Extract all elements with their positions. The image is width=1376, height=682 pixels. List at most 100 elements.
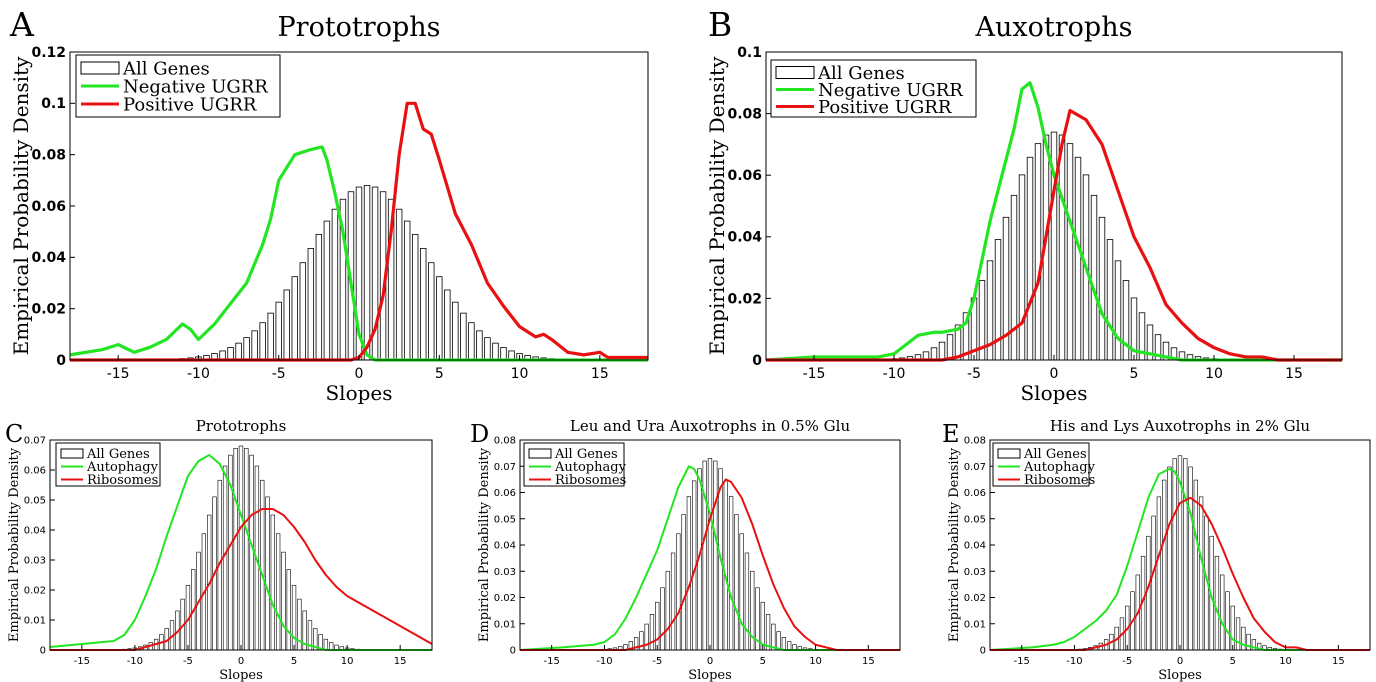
histogram-bar	[452, 301, 459, 361]
panel-d: D Leu and Ura Auxotrophs in 0.5% Glu -15 -1…	[470, 417, 901, 682]
legend-label: Negative UGRR	[123, 76, 268, 97]
y-tick-label: 0.04	[494, 541, 516, 552]
histogram-bar	[649, 614, 655, 651]
histogram-bar	[500, 347, 507, 361]
histogram-bar	[1090, 194, 1098, 361]
x-tick-label: 5	[291, 656, 297, 667]
histogram-bar	[251, 330, 258, 361]
histogram-bar	[286, 569, 291, 651]
histogram-bar	[238, 445, 244, 651]
x-tick-label: -10	[127, 656, 143, 667]
histogram-bar	[1026, 156, 1034, 361]
histogram-bar	[670, 552, 676, 651]
panel-title: Leu and Ura Auxotrophs in 0.5% Glu	[570, 417, 851, 435]
panel-e: E His and Lys Auxotrophs in 2% Glu -15 -10 -…	[942, 417, 1371, 682]
series-line-autophagy	[519, 465, 900, 651]
y-tick-label: 0.02	[494, 593, 516, 604]
histogram-bar	[249, 454, 254, 651]
panel-title: His and Lys Auxotrophs in 2% Glu	[1050, 417, 1310, 435]
x-tick-label: 10	[1279, 656, 1292, 667]
y-axis-label: Empirical Probability Density	[7, 447, 22, 642]
series-line-ribosomes	[50, 508, 433, 651]
histogram-bar	[444, 289, 451, 361]
histogram-bar	[411, 233, 419, 361]
histogram-bar	[707, 458, 713, 651]
histogram-bar	[644, 623, 649, 651]
histogram-bar	[938, 341, 946, 361]
histogram-bar	[1241, 626, 1246, 651]
panel-b: B Auxotrophs -15 -10 -5 0 5 10 15 0 0.02 0.04 0.06 0.…	[705, 5, 1343, 405]
y-tick-label: 0.07	[494, 462, 516, 473]
histogram-bar	[723, 480, 728, 651]
histogram-bar	[739, 533, 744, 651]
histogram-bar	[734, 514, 739, 651]
histogram-bar	[227, 347, 234, 361]
y-tick-label: 0.05	[964, 514, 986, 525]
legend-label: Ribosomes	[1024, 473, 1095, 488]
y-tick-label: 0	[40, 646, 46, 657]
legend-label: All Genes	[817, 63, 905, 84]
histogram-bar	[243, 337, 250, 361]
y-tick-label: 0.01	[964, 619, 986, 630]
histogram-bar	[436, 276, 443, 361]
histogram-bar	[1188, 466, 1193, 651]
x-tick-label: -15	[107, 366, 130, 382]
histogram-bar	[275, 301, 282, 361]
x-tick-label: 5	[760, 656, 766, 667]
x-tick-label: 5	[1230, 656, 1236, 667]
y-tick-label: 0.04	[31, 250, 66, 266]
y-tick-label: 0	[980, 646, 986, 657]
histogram-bar	[660, 587, 665, 651]
histogram-bar	[476, 330, 483, 361]
y-tick-label: 0.02	[31, 302, 66, 318]
legend-label: All Genes	[1023, 447, 1087, 462]
panel-title: Prototrophs	[196, 417, 287, 435]
histogram-bar	[655, 601, 660, 651]
panel-letter: C	[5, 420, 23, 448]
histogram-bar	[460, 312, 467, 361]
y-tick-label: 0.01	[494, 619, 516, 630]
histogram-bar	[299, 262, 307, 361]
histogram-bar	[1162, 479, 1167, 651]
histogram-bar	[267, 312, 274, 361]
legend-label: Ribosomes	[87, 473, 158, 488]
series-line-autophagy	[989, 467, 1370, 651]
histogram-bar	[468, 322, 475, 361]
x-tick-label: 5	[435, 366, 444, 382]
histogram-bar	[265, 496, 270, 651]
histogram-bar	[1167, 466, 1172, 651]
histogram-bar	[323, 220, 331, 361]
y-tick-label: 0.06	[494, 488, 516, 499]
y-tick-label: 0.08	[964, 436, 986, 447]
histogram-bar	[686, 496, 692, 651]
panel-title: Prototrophs	[278, 12, 441, 43]
histogram-bar	[1018, 174, 1026, 361]
histogram-bar	[946, 334, 954, 361]
histogram-bar	[244, 448, 249, 651]
histogram-all-genes	[98, 185, 620, 361]
x-tick-label: -5	[183, 656, 193, 667]
histogram-bar	[776, 631, 781, 651]
histogram-bar	[665, 570, 670, 651]
histogram-bar	[1183, 458, 1188, 651]
histogram-bar	[1151, 515, 1156, 651]
y-tick-label: 0.03	[964, 567, 986, 578]
y-tick-label: 0.08	[31, 148, 66, 164]
histogram-bar	[291, 276, 298, 361]
series-line-ribosomes	[990, 496, 1370, 651]
y-tick-label: 0.06	[24, 466, 46, 477]
y-tick-label: 0.1	[41, 96, 66, 112]
y-tick-label: 0.04	[24, 526, 46, 537]
panel-letter: D	[470, 420, 489, 448]
histogram-bar	[1214, 555, 1220, 651]
x-tick-label: 0	[1177, 656, 1183, 667]
legend-swatch-all-genes	[775, 66, 815, 79]
histogram-bar	[1198, 496, 1204, 651]
histogram-bar	[1010, 194, 1018, 361]
x-tick-label: 5	[1130, 366, 1139, 382]
y-tick-label: 0.04	[964, 541, 986, 552]
histogram-bar	[1246, 633, 1251, 651]
x-tick-label: -15	[74, 656, 90, 667]
